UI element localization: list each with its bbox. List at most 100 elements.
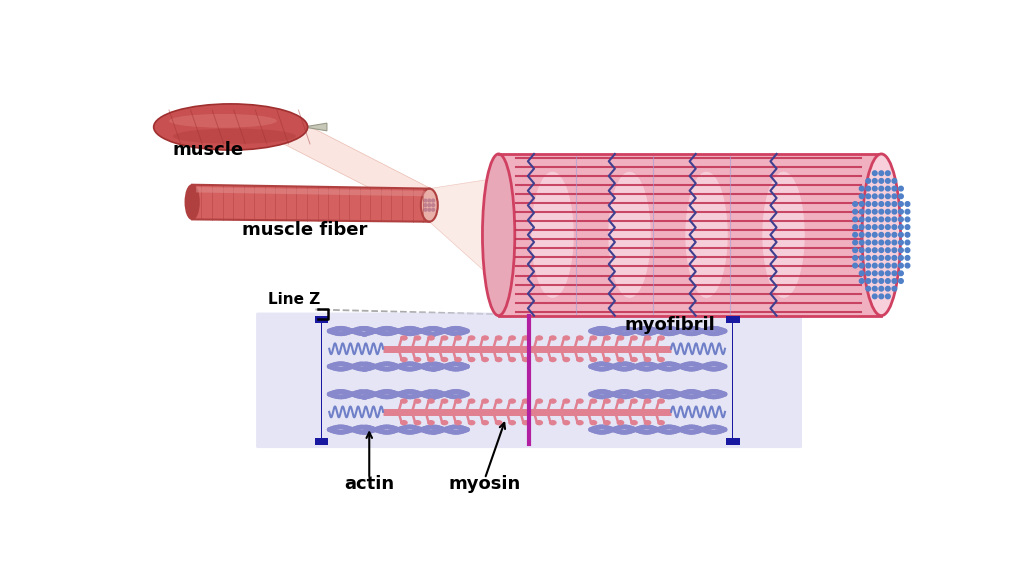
Ellipse shape: [440, 357, 449, 362]
Circle shape: [879, 248, 884, 253]
Ellipse shape: [657, 335, 665, 340]
Circle shape: [886, 202, 890, 207]
Ellipse shape: [577, 357, 584, 362]
Circle shape: [879, 209, 884, 214]
Ellipse shape: [455, 398, 462, 404]
Circle shape: [859, 256, 864, 260]
Circle shape: [886, 294, 890, 299]
Ellipse shape: [455, 420, 462, 425]
Circle shape: [905, 202, 909, 207]
Text: Line Z: Line Z: [267, 292, 319, 307]
Circle shape: [886, 286, 890, 291]
Circle shape: [866, 248, 870, 253]
Circle shape: [892, 178, 897, 183]
Circle shape: [872, 263, 878, 268]
Ellipse shape: [154, 104, 307, 150]
Circle shape: [872, 233, 878, 237]
Circle shape: [892, 217, 897, 222]
Circle shape: [872, 202, 878, 207]
Ellipse shape: [549, 420, 557, 425]
Text: muscle fiber: muscle fiber: [243, 221, 368, 239]
Ellipse shape: [468, 357, 475, 362]
Ellipse shape: [536, 357, 543, 362]
Circle shape: [432, 208, 434, 211]
Ellipse shape: [481, 335, 489, 340]
FancyBboxPatch shape: [256, 313, 802, 448]
Circle shape: [879, 240, 884, 245]
Circle shape: [899, 279, 903, 283]
Circle shape: [859, 240, 864, 245]
Circle shape: [899, 186, 903, 191]
Circle shape: [866, 178, 870, 183]
Ellipse shape: [522, 420, 529, 425]
Ellipse shape: [630, 335, 638, 340]
Ellipse shape: [562, 335, 570, 340]
Ellipse shape: [495, 420, 503, 425]
Circle shape: [872, 286, 878, 291]
Circle shape: [866, 186, 870, 191]
Ellipse shape: [590, 357, 597, 362]
Circle shape: [886, 256, 890, 260]
Circle shape: [428, 204, 431, 207]
Circle shape: [886, 248, 890, 253]
Circle shape: [859, 279, 864, 283]
Circle shape: [866, 225, 870, 230]
Ellipse shape: [590, 335, 597, 340]
Circle shape: [866, 256, 870, 260]
Circle shape: [899, 263, 903, 268]
Circle shape: [905, 263, 909, 268]
Circle shape: [879, 256, 884, 260]
Ellipse shape: [481, 357, 489, 362]
Circle shape: [859, 225, 864, 230]
Circle shape: [879, 271, 884, 276]
Ellipse shape: [468, 335, 475, 340]
Circle shape: [853, 217, 857, 222]
Ellipse shape: [616, 357, 625, 362]
Circle shape: [428, 208, 431, 211]
Circle shape: [905, 217, 909, 222]
Circle shape: [872, 194, 878, 198]
Ellipse shape: [762, 172, 805, 298]
Circle shape: [892, 279, 897, 283]
Circle shape: [905, 240, 909, 245]
Circle shape: [899, 256, 903, 260]
Ellipse shape: [414, 420, 421, 425]
Ellipse shape: [414, 335, 421, 340]
Circle shape: [879, 233, 884, 237]
Circle shape: [866, 209, 870, 214]
Circle shape: [866, 279, 870, 283]
Polygon shape: [154, 122, 180, 132]
Ellipse shape: [440, 420, 449, 425]
Circle shape: [872, 271, 878, 276]
Circle shape: [886, 233, 890, 237]
Ellipse shape: [427, 335, 435, 340]
Circle shape: [853, 202, 857, 207]
Circle shape: [859, 217, 864, 222]
Circle shape: [886, 271, 890, 276]
Circle shape: [886, 186, 890, 191]
Circle shape: [859, 186, 864, 191]
Ellipse shape: [495, 357, 503, 362]
Circle shape: [892, 286, 897, 291]
Ellipse shape: [562, 420, 570, 425]
Ellipse shape: [495, 398, 503, 404]
Circle shape: [853, 263, 857, 268]
Ellipse shape: [531, 172, 573, 298]
Ellipse shape: [590, 420, 597, 425]
Ellipse shape: [468, 420, 475, 425]
Ellipse shape: [400, 420, 408, 425]
Circle shape: [899, 194, 903, 198]
Circle shape: [886, 225, 890, 230]
Circle shape: [866, 240, 870, 245]
Circle shape: [866, 286, 870, 291]
Circle shape: [872, 171, 878, 175]
Ellipse shape: [685, 172, 728, 298]
Polygon shape: [196, 187, 425, 196]
Circle shape: [424, 208, 427, 211]
Circle shape: [859, 263, 864, 268]
Circle shape: [872, 178, 878, 183]
Ellipse shape: [536, 335, 543, 340]
Circle shape: [899, 248, 903, 253]
Ellipse shape: [536, 398, 543, 404]
Circle shape: [853, 248, 857, 253]
